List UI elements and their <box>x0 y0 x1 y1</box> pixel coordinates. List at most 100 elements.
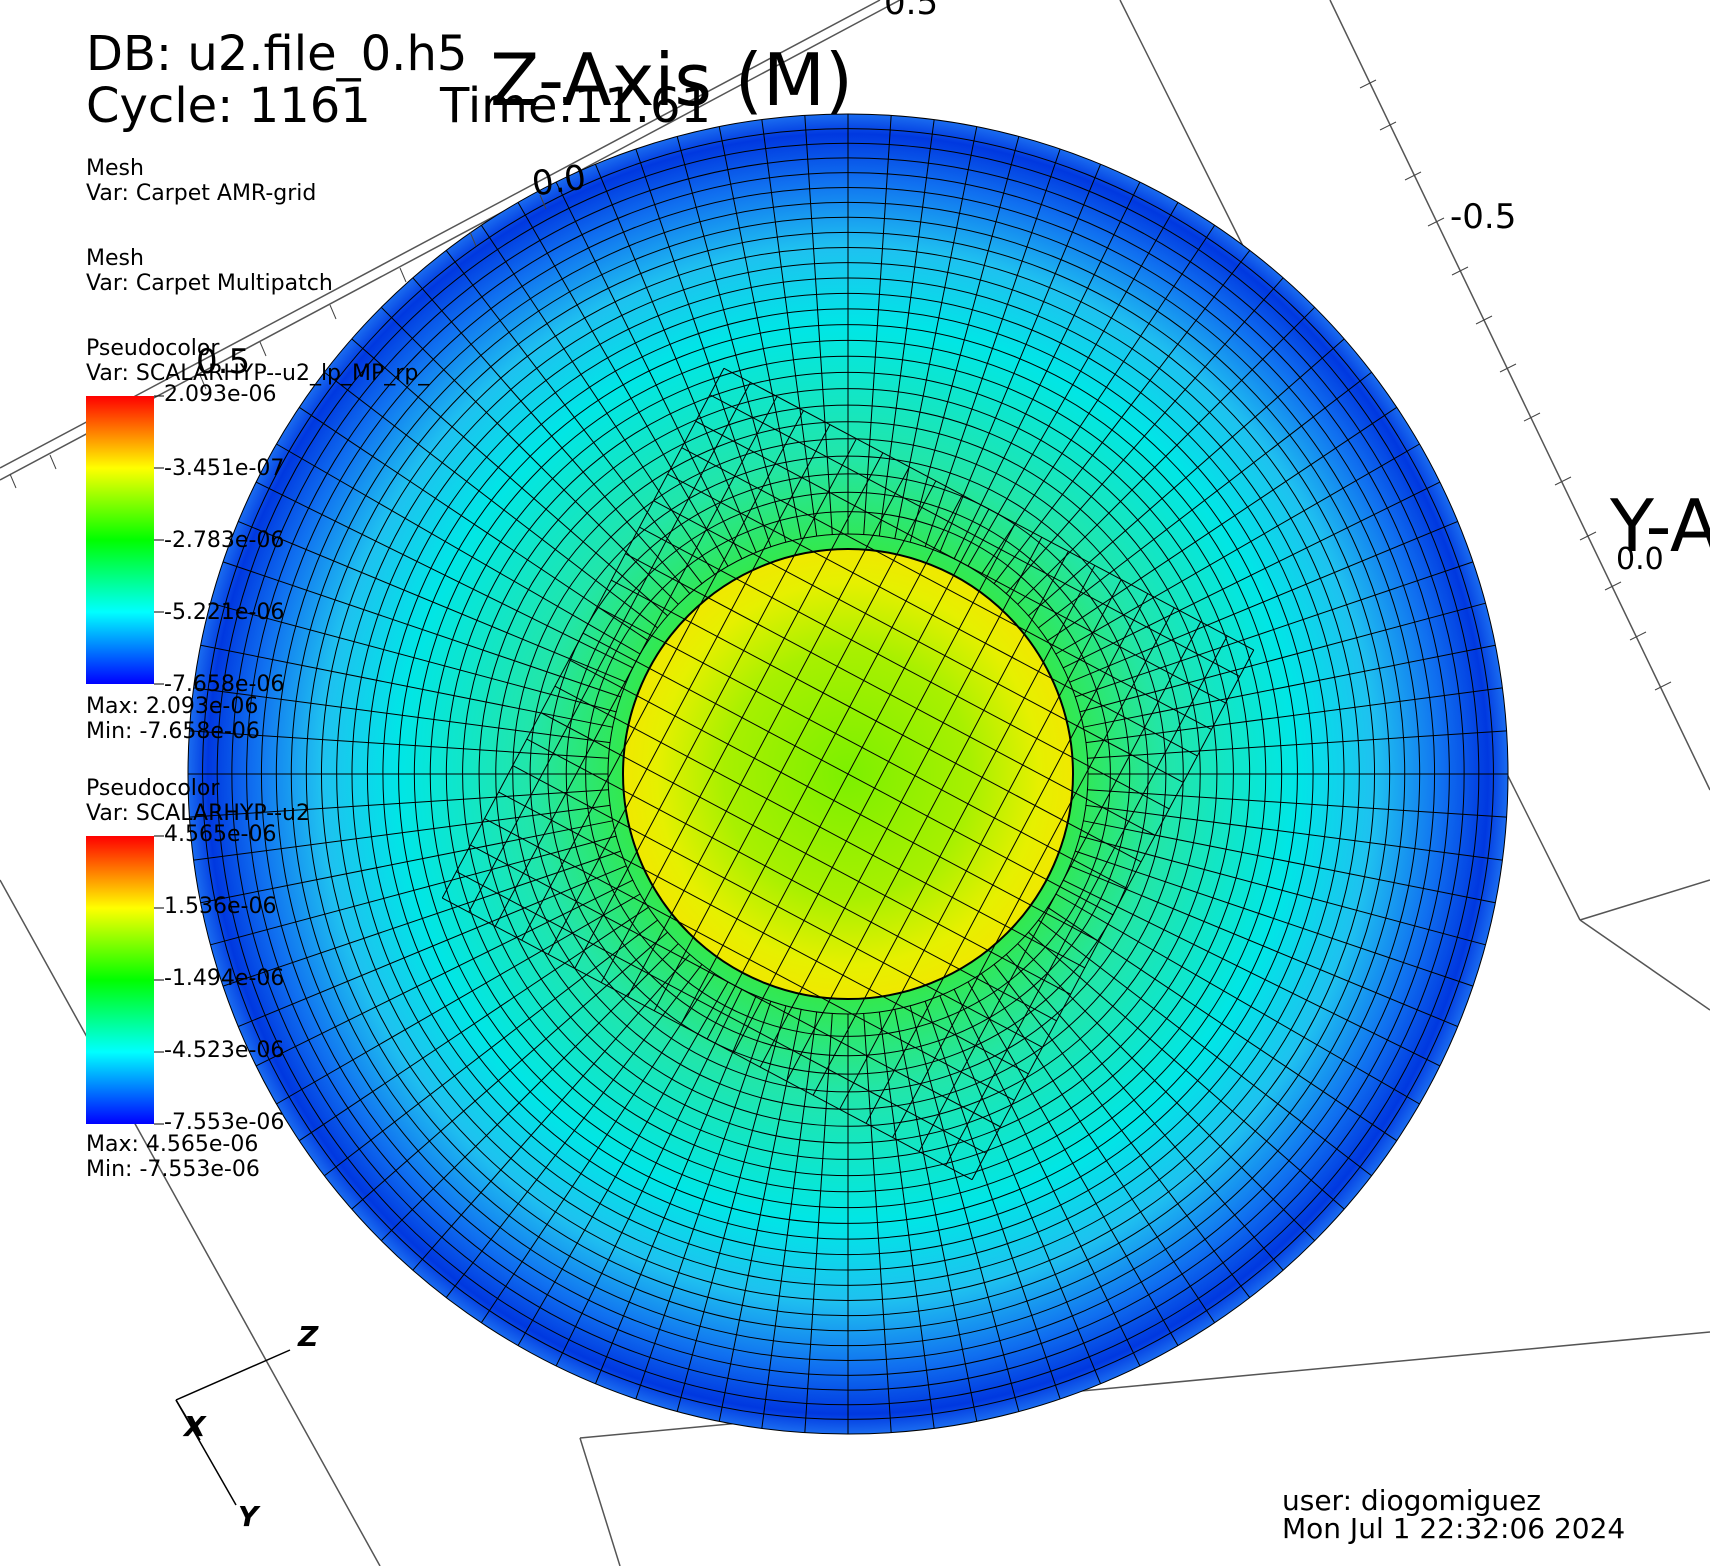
radial-line <box>276 443 641 655</box>
radial-line <box>1063 879 1441 1067</box>
ring-line <box>260 186 1436 1362</box>
amr-grid-line <box>470 844 1001 1128</box>
radial-line <box>1017 943 1316 1242</box>
y-tick-label-1: 0.0 <box>1616 542 1664 577</box>
triad-z-label: Z <box>298 1320 319 1353</box>
cbar2-tick-2: -1.494e-06 <box>164 966 285 991</box>
radial-line <box>255 879 633 1067</box>
radial-line <box>863 115 892 535</box>
ring-line <box>478 404 1218 1144</box>
legend-pseudo2-var: Var: SCALARHYP--u2 <box>86 801 310 827</box>
legend-mesh2-var: Var: Carpet Multipatch <box>86 271 333 297</box>
radial-line <box>1087 789 1507 818</box>
ring-line <box>187 113 1509 1435</box>
radial-line <box>939 164 1102 553</box>
cbar1-tick-2: -2.783e-06 <box>164 528 285 553</box>
radial-line <box>953 181 1141 559</box>
ring-line <box>382 308 1314 1240</box>
y-axis-ticks <box>1359 79 1672 691</box>
colorbar-1 <box>86 396 154 684</box>
radial-line <box>894 126 978 539</box>
radial-line <box>1028 338 1345 617</box>
cycle-label: Cycle: 1161 <box>86 78 371 134</box>
radial-line <box>953 989 1141 1367</box>
ring-line <box>512 438 1184 1110</box>
radial-line <box>517 981 729 1346</box>
radial-line <box>193 687 611 744</box>
ring-line <box>413 339 1283 1209</box>
amr-grid <box>441 367 1255 1181</box>
amr-grid-line <box>759 537 1043 1068</box>
triad-x-label: X <box>184 1410 206 1443</box>
ring-line <box>495 421 1201 1127</box>
radial-line <box>1055 443 1420 655</box>
radial-line <box>1063 481 1441 669</box>
colorbar-2 <box>86 836 154 1124</box>
radial-line <box>967 981 1179 1346</box>
z-tick-label-0: 0.0 <box>529 157 589 205</box>
ring-line <box>462 388 1234 1160</box>
ring-line <box>565 491 1131 1057</box>
z-tick-label-1: 0.5 <box>196 342 251 382</box>
radial-line <box>993 250 1251 584</box>
radial-line <box>298 906 649 1142</box>
radial-line <box>594 995 757 1384</box>
legend-pseudo1-title: Pseudocolor <box>86 336 220 361</box>
cbar1-tick-4: -7.658e-06 <box>164 672 285 697</box>
amr-grid-line <box>498 791 1029 1075</box>
radial-line <box>238 865 627 1028</box>
radial-line <box>676 136 787 543</box>
amr-grid-line <box>971 649 1255 1180</box>
legend-pseudo2-title: Pseudocolor <box>86 776 220 801</box>
legend-pseudo1-max: Max: 2.093e-06 <box>86 694 259 719</box>
ring-line <box>547 473 1149 1075</box>
ring-line <box>231 157 1465 1391</box>
cbar2-tick-4: -7.553e-06 <box>164 1110 285 1135</box>
ring-line <box>607 533 1089 1015</box>
radial-line <box>380 943 679 1242</box>
radial-line <box>1075 850 1474 987</box>
radial-line <box>238 520 627 683</box>
multipatch-radial-lines <box>188 114 1508 1434</box>
ring-line <box>429 355 1267 1193</box>
legend-mesh2: Mesh Var: Carpet Multipatch <box>86 246 333 297</box>
time-label: Time:11.61 <box>440 78 712 134</box>
radial-line <box>412 277 691 594</box>
cbar1-tick-3: -5.221e-06 <box>164 600 285 625</box>
radial-line <box>255 481 633 669</box>
radial-line <box>189 789 609 818</box>
radial-line <box>210 835 617 946</box>
date-label: Mon Jul 1 22:32:06 2024 <box>1282 1512 1626 1545</box>
amr-grid-line <box>918 621 1202 1152</box>
radial-line <box>635 148 772 547</box>
radial-line <box>222 561 621 698</box>
ring-line <box>290 216 1406 1332</box>
legend-pseudo2-range: Max: 4.565e-06 Min: -7.553e-06 <box>86 1132 260 1183</box>
radial-line <box>909 1005 1020 1412</box>
radial-line <box>676 1005 787 1412</box>
amr-grid-line <box>442 897 973 1181</box>
radial-line <box>924 148 1061 547</box>
radial-line <box>761 1011 818 1429</box>
amr-grid-line <box>554 685 1085 969</box>
radial-line <box>1005 954 1284 1271</box>
amr-grid-line <box>865 593 1149 1124</box>
ring-line <box>529 455 1167 1093</box>
core-boundary <box>622 548 1074 1000</box>
legend-mesh2-title: Mesh <box>86 246 144 271</box>
ring-line <box>398 324 1298 1224</box>
radial-line <box>1047 406 1398 642</box>
radial-line <box>1038 919 1372 1177</box>
radial-line <box>517 202 729 567</box>
legend-mesh1-title: Mesh <box>86 156 144 181</box>
amr-grid-line <box>568 659 1100 942</box>
z-axis-title: Z-Axis (M) <box>490 38 854 122</box>
radial-line <box>1079 835 1486 946</box>
radial-line <box>412 954 691 1271</box>
radial-line <box>924 1001 1061 1400</box>
cbar1-tick-0: 2.093e-06 <box>164 382 277 407</box>
radial-line <box>1085 804 1503 861</box>
radial-line <box>980 224 1216 575</box>
amr-grid-line <box>945 635 1228 1166</box>
